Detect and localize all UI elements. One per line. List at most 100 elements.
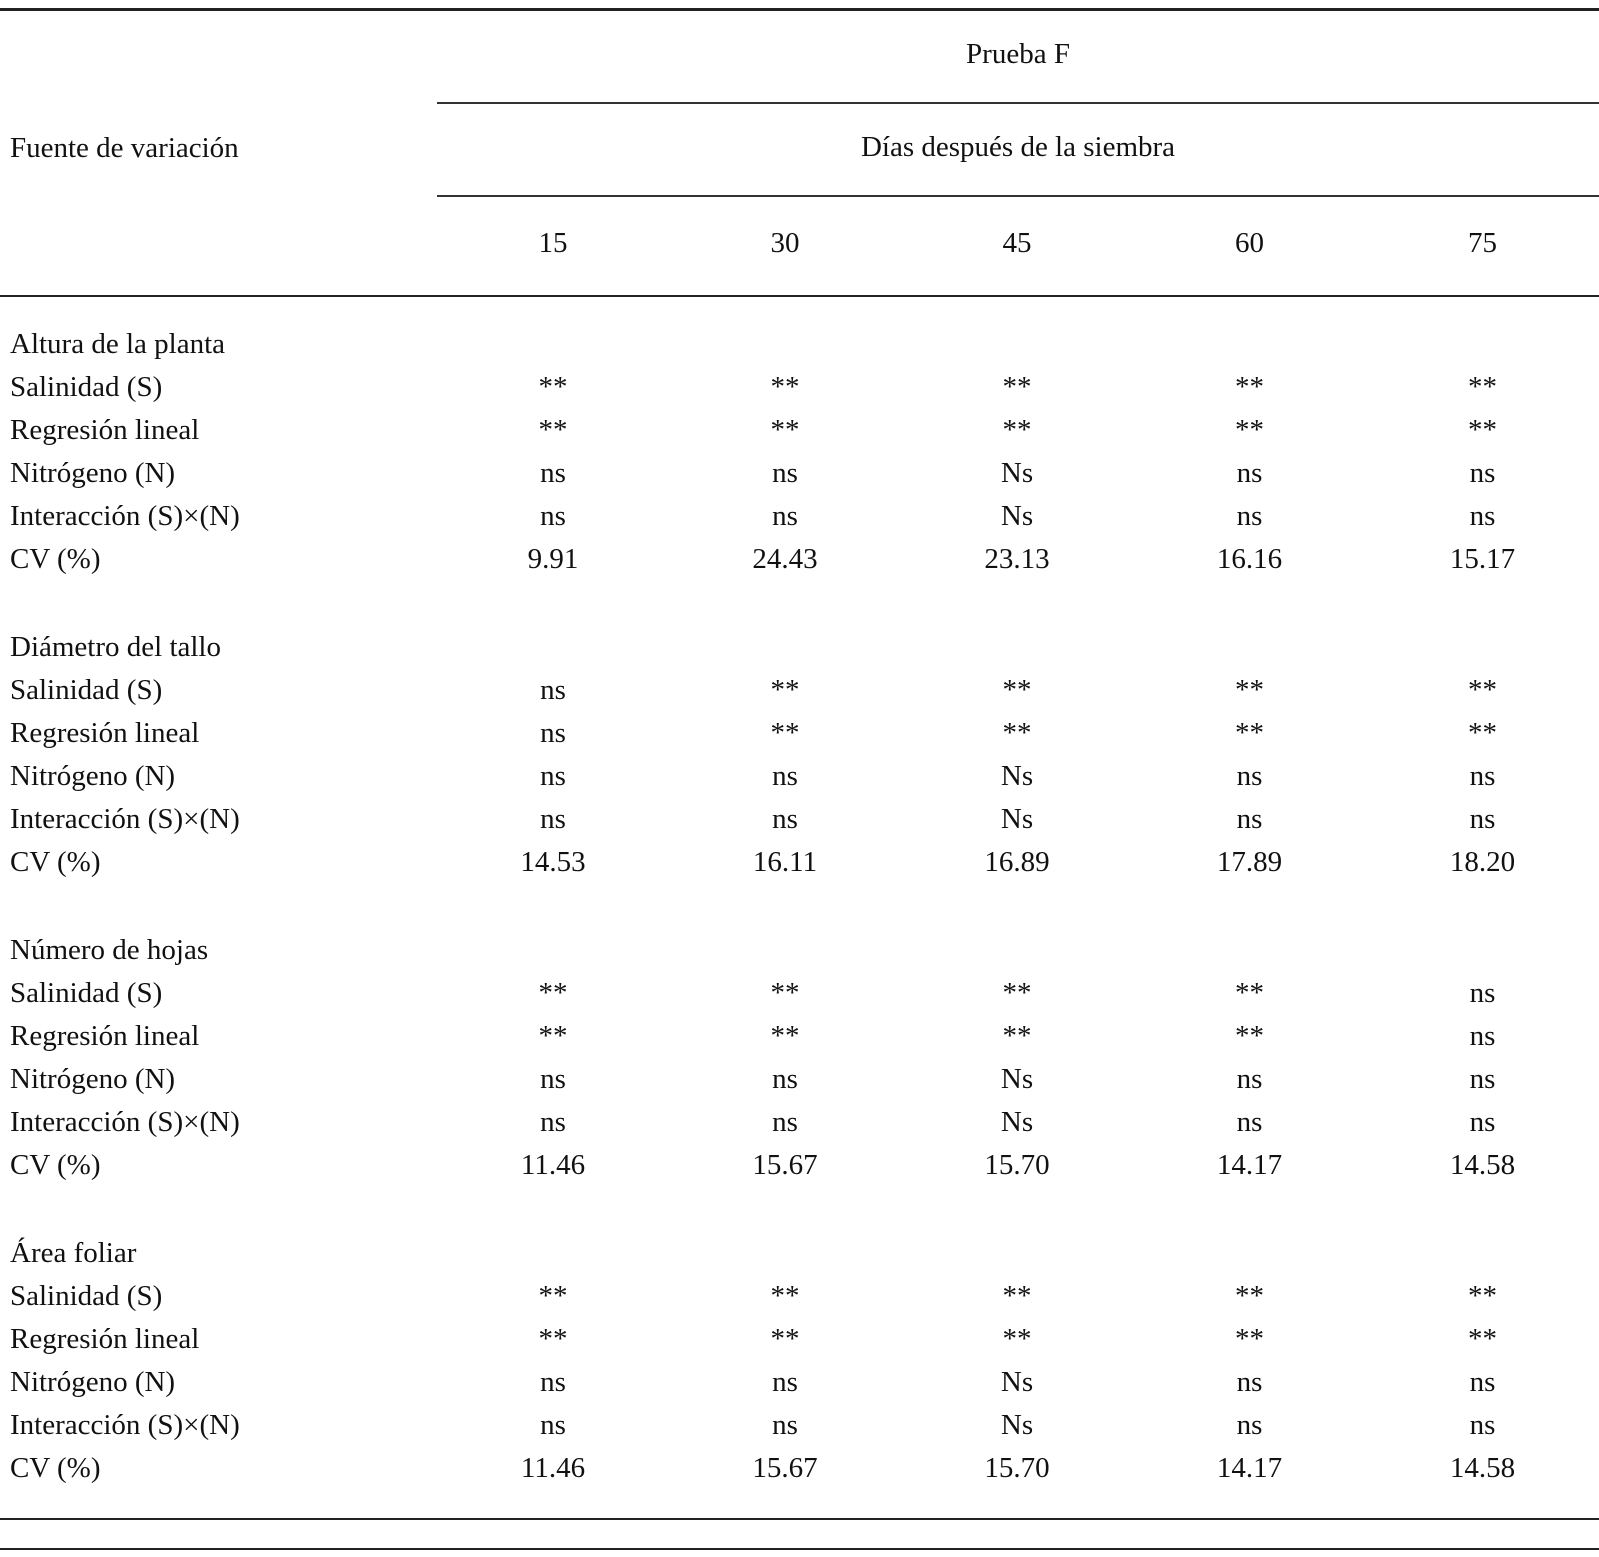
value-cell: 16.89 [984,846,1050,878]
column-header: 45 [901,196,1133,297]
value-cell: 15.67 [752,1452,818,1484]
section-title-row: Altura de la planta [0,296,1599,366]
value-cell: 16.16 [1216,543,1283,575]
value-cell: ns [540,1106,566,1138]
value-cell: ** [770,977,800,1009]
row-label: Nitrógeno (N) [10,1366,176,1398]
table-row: CV (%) 14.53 16.11 16.89 17.89 18.20 [0,841,1599,884]
empty-cell [0,10,437,104]
value-cell: ns [1236,1063,1263,1095]
value-cell: 18.20 [1449,846,1516,878]
value-cell: ** [1235,414,1264,446]
value-cell: ns [772,1063,798,1095]
row-label: Interacción (S)×(N) [10,1106,240,1138]
value-cell: 11.46 [520,1149,586,1181]
column-group-title: Prueba F [437,9,1599,104]
value-cell: ns [540,457,566,489]
value-cell: ns [1236,457,1263,489]
value-cell: ** [770,1020,800,1052]
row-label: Regresión lineal [10,1323,200,1355]
value-cell: Ns [1000,1063,1034,1095]
value-cell: 16.11 [752,846,818,878]
value-cell: ns [1469,1020,1496,1052]
value-cell: ns [540,1366,566,1398]
empty-cell [0,196,437,297]
row-label: CV (%) [10,543,101,575]
group-title-row: Prueba F [0,9,1599,104]
table-row: CV (%) 11.46 15.67 15.70 14.17 14.58 [0,1447,1599,1519]
value-cell: ** [1235,674,1264,706]
value-cell: 14.17 [1216,1149,1283,1181]
value-cell: ** [538,1280,568,1312]
table-row: CV (%) 11.46 15.67 15.70 14.17 14.58 [0,1144,1599,1187]
value-cell [1133,296,1366,366]
value-cell: 15.17 [1449,543,1516,575]
value-cell: ** [1468,717,1497,749]
value-cell: ** [1468,674,1497,706]
value-cell [901,1187,1133,1275]
value-cell: ** [1468,1280,1497,1312]
value-cell: ** [538,1020,568,1052]
value-cell: ns [1469,977,1496,1009]
column-header: 75 [1366,196,1599,297]
value-cell: ** [770,674,800,706]
value-cell [1366,1187,1599,1275]
row-label: Salinidad (S) [10,1280,163,1312]
value-cell: ns [1469,1366,1496,1398]
section-title-row: Número de hojas [0,884,1599,972]
row-label: Salinidad (S) [10,371,163,403]
value-cell [901,581,1133,669]
value-cell: Ns [1000,1106,1034,1138]
section-title-row: Área foliar [0,1187,1599,1275]
row-label: CV (%) [10,1452,101,1484]
column-header: 60 [1133,196,1366,297]
table-row: CV (%) 9.91 24.43 23.13 16.16 15.17 [0,538,1599,581]
value-cell: ns [1236,760,1263,792]
table-row: Interacción (S)×(N) ns ns Ns ns ns [0,1101,1599,1144]
value-cell: 24.43 [752,543,818,575]
table-row: Regresión lineal ** ** ** ** ** [0,409,1599,452]
table-row: Salinidad (S) ns ** ** ** ** [0,669,1599,712]
row-label: Interacción (S)×(N) [10,803,240,835]
bottom-double-rule [0,1520,1599,1550]
value-cell [1133,884,1366,972]
value-cell: ns [1236,1366,1263,1398]
value-cell: 17.89 [1216,846,1283,878]
value-cell: ** [538,1323,568,1355]
table-row: Nitrógeno (N) ns ns Ns ns ns [0,452,1599,495]
value-cell: ** [1002,674,1032,706]
column-header-row: 15 30 45 60 75 [0,196,1599,297]
column-header: 30 [669,196,901,297]
value-cell [437,1187,669,1275]
value-cell: ** [1002,717,1032,749]
value-cell: ns [1469,1106,1496,1138]
value-cell: ** [770,717,800,749]
value-cell: Ns [1000,760,1034,792]
column-header: 15 [437,196,669,297]
value-cell: ns [540,1063,566,1095]
row-header-label: Fuente de variación [10,132,239,164]
row-label: Regresión lineal [10,414,200,446]
value-cell: ns [772,500,798,532]
value-cell: ** [1002,977,1032,1009]
value-cell: ns [772,1106,798,1138]
value-cell [437,296,669,366]
value-cell: ns [772,457,798,489]
value-cell: 15.70 [984,1149,1050,1181]
value-cell: ns [1469,457,1496,489]
anova-statistics-table: Prueba F Fuente de variación Días despué… [0,8,1599,1520]
value-cell: ns [772,1409,798,1441]
row-label: Regresión lineal [10,1020,200,1052]
value-cell: ns [1469,1409,1496,1441]
value-cell [437,884,669,972]
table-row: Regresión lineal ns ** ** ** ** [0,712,1599,755]
row-label: Nitrógeno (N) [10,760,176,792]
value-cell: ns [1469,803,1496,835]
section-title-row: Diámetro del tallo [0,581,1599,669]
value-cell: ** [1002,414,1032,446]
table-row: Salinidad (S) ** ** ** ** ** [0,366,1599,409]
table-row: Interacción (S)×(N) ns ns Ns ns ns [0,1404,1599,1447]
section-title: Altura de la planta [10,328,225,360]
row-label: Regresión lineal [10,717,200,749]
value-cell: ns [540,500,566,532]
